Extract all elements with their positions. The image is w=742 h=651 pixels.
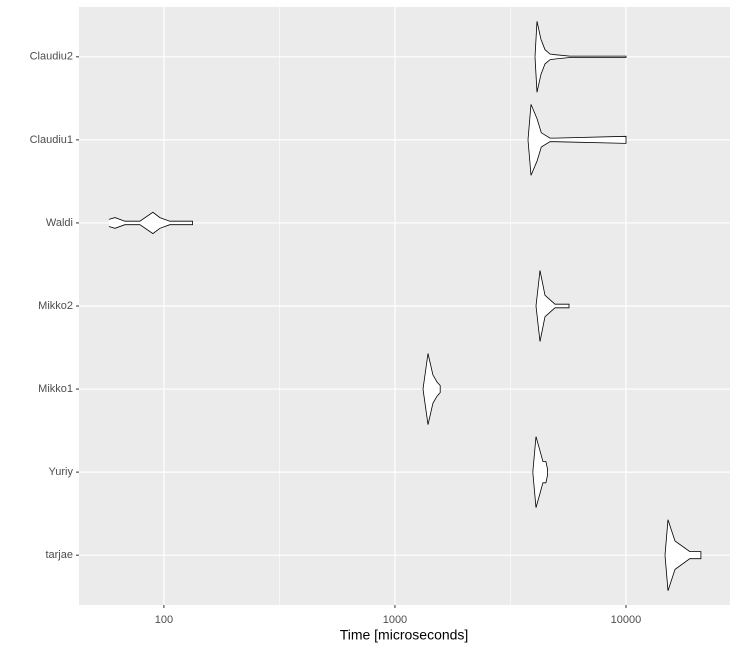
violin-outline xyxy=(534,21,627,57)
violin-outline xyxy=(532,472,548,508)
violin-outline xyxy=(532,436,548,473)
x-tick-label: 1000 xyxy=(383,614,407,626)
violin-outline xyxy=(534,56,627,93)
violin-outline xyxy=(108,222,193,235)
violin-fill xyxy=(528,104,626,140)
violin-fill xyxy=(665,519,701,556)
y-tick-label: Claudiu2 xyxy=(30,51,73,63)
violin-outline xyxy=(664,519,702,556)
violin-outline xyxy=(664,555,702,591)
x-tick-label: 100 xyxy=(155,614,173,626)
violin-fill xyxy=(536,306,569,342)
violin-outline xyxy=(108,211,193,223)
violin-fill xyxy=(108,222,193,234)
violin-fill xyxy=(532,472,548,508)
violin-outline xyxy=(527,139,627,176)
violin-fill xyxy=(665,555,701,591)
marks xyxy=(108,21,702,591)
y-tick-label: Claudiu1 xyxy=(30,134,73,146)
violin-outline xyxy=(527,104,627,140)
violin-outline xyxy=(535,305,570,342)
violin-outline xyxy=(535,270,570,307)
violin-fill xyxy=(528,139,626,176)
y-tick-label: Mikko1 xyxy=(38,383,73,395)
violin-fill xyxy=(535,21,626,57)
y-tick-label: Waldi xyxy=(46,217,73,229)
violin-fill xyxy=(535,56,626,93)
violin-fill xyxy=(532,436,548,473)
y-tick-label: Yuriy xyxy=(49,466,74,478)
y-tick-label: tarjae xyxy=(45,549,73,561)
violin-fill xyxy=(536,270,569,306)
violin-outline xyxy=(422,389,441,425)
x-axis-title: Time [microseconds] xyxy=(340,627,469,643)
x-tick-label: 10000 xyxy=(611,614,642,626)
y-tick-label: Mikko2 xyxy=(38,300,73,312)
violin-outline xyxy=(422,353,441,390)
violin-fill xyxy=(108,212,193,223)
